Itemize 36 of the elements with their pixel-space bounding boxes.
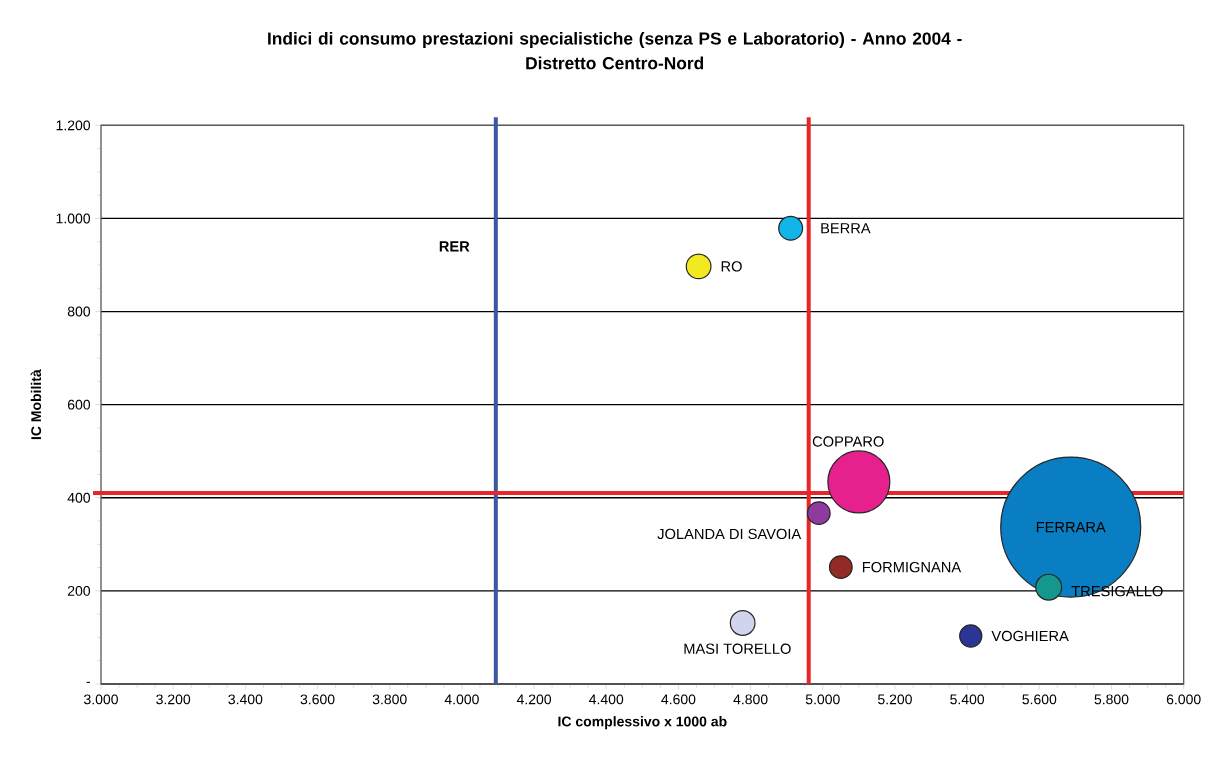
y-tick-label: 200: [67, 585, 91, 596]
annotation: JOLANDA DI SAVOIA: [657, 528, 802, 540]
annotation: FERRARA: [1036, 522, 1106, 533]
x-tick-label: 5.400: [950, 694, 985, 705]
x-tick-label: 4.800: [733, 694, 768, 705]
x-axis-title: IC complessivo x 1000 ab: [558, 716, 727, 730]
annotation: FORMIGNANA: [862, 561, 962, 573]
ref-line-label: RER: [439, 241, 470, 252]
x-tick-label: 4.200: [516, 694, 552, 705]
annotation: VOGHIERA: [991, 630, 1069, 642]
y-tick-label: 1.200: [56, 120, 91, 131]
x-tick-label: 5.000: [805, 694, 840, 705]
annotation: RO: [721, 261, 742, 272]
x-tick-label: 3.000: [84, 694, 118, 705]
x-tick-label: 4.000: [444, 694, 479, 705]
y-tick-label: 1.000: [56, 213, 91, 224]
annotation: MASI TORELLO: [684, 643, 791, 654]
x-tick-label: 4.600: [661, 694, 696, 705]
annotation: BERRA: [821, 223, 871, 234]
x-tick-label: 5.800: [1094, 694, 1129, 705]
x-tick-label: 3.200: [156, 694, 191, 705]
x-tick-label: 4.400: [589, 694, 624, 705]
y-axis-title: IC Mobilità: [30, 369, 42, 440]
x-tick-label: 3.600: [300, 694, 335, 705]
x-tick-label: 3.400: [228, 694, 263, 705]
y-tick-label: 600: [67, 399, 91, 410]
y-tick-label: 400: [67, 492, 91, 503]
chart-title: Indici di consumo prestazioni specialistiche (senza PS e Laboratorio) - Anno 2004 - Distretto Centro-Nord: [268, 31, 962, 70]
annotation: TRESIGALLO: [1071, 585, 1163, 597]
y-tick-label: 800: [67, 306, 91, 317]
x-tick-label: 5.200: [878, 694, 912, 705]
y-tick-label: -: [86, 681, 90, 683]
x-tick-label: 5.600: [1022, 694, 1057, 705]
x-tick-label: 3.800: [372, 694, 407, 705]
x-tick-label: 6.000: [1166, 694, 1201, 705]
annotation: COPPARO: [812, 436, 884, 447]
